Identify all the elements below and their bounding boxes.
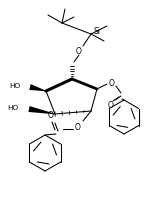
- Text: O: O: [76, 47, 82, 56]
- Text: O: O: [109, 79, 115, 89]
- Polygon shape: [28, 106, 55, 114]
- Polygon shape: [29, 84, 46, 91]
- Text: O: O: [48, 111, 54, 121]
- Text: HO: HO: [9, 83, 20, 89]
- Text: O: O: [75, 123, 81, 132]
- Text: Si: Si: [94, 27, 101, 36]
- Text: O: O: [108, 100, 114, 109]
- Text: HO: HO: [7, 105, 18, 111]
